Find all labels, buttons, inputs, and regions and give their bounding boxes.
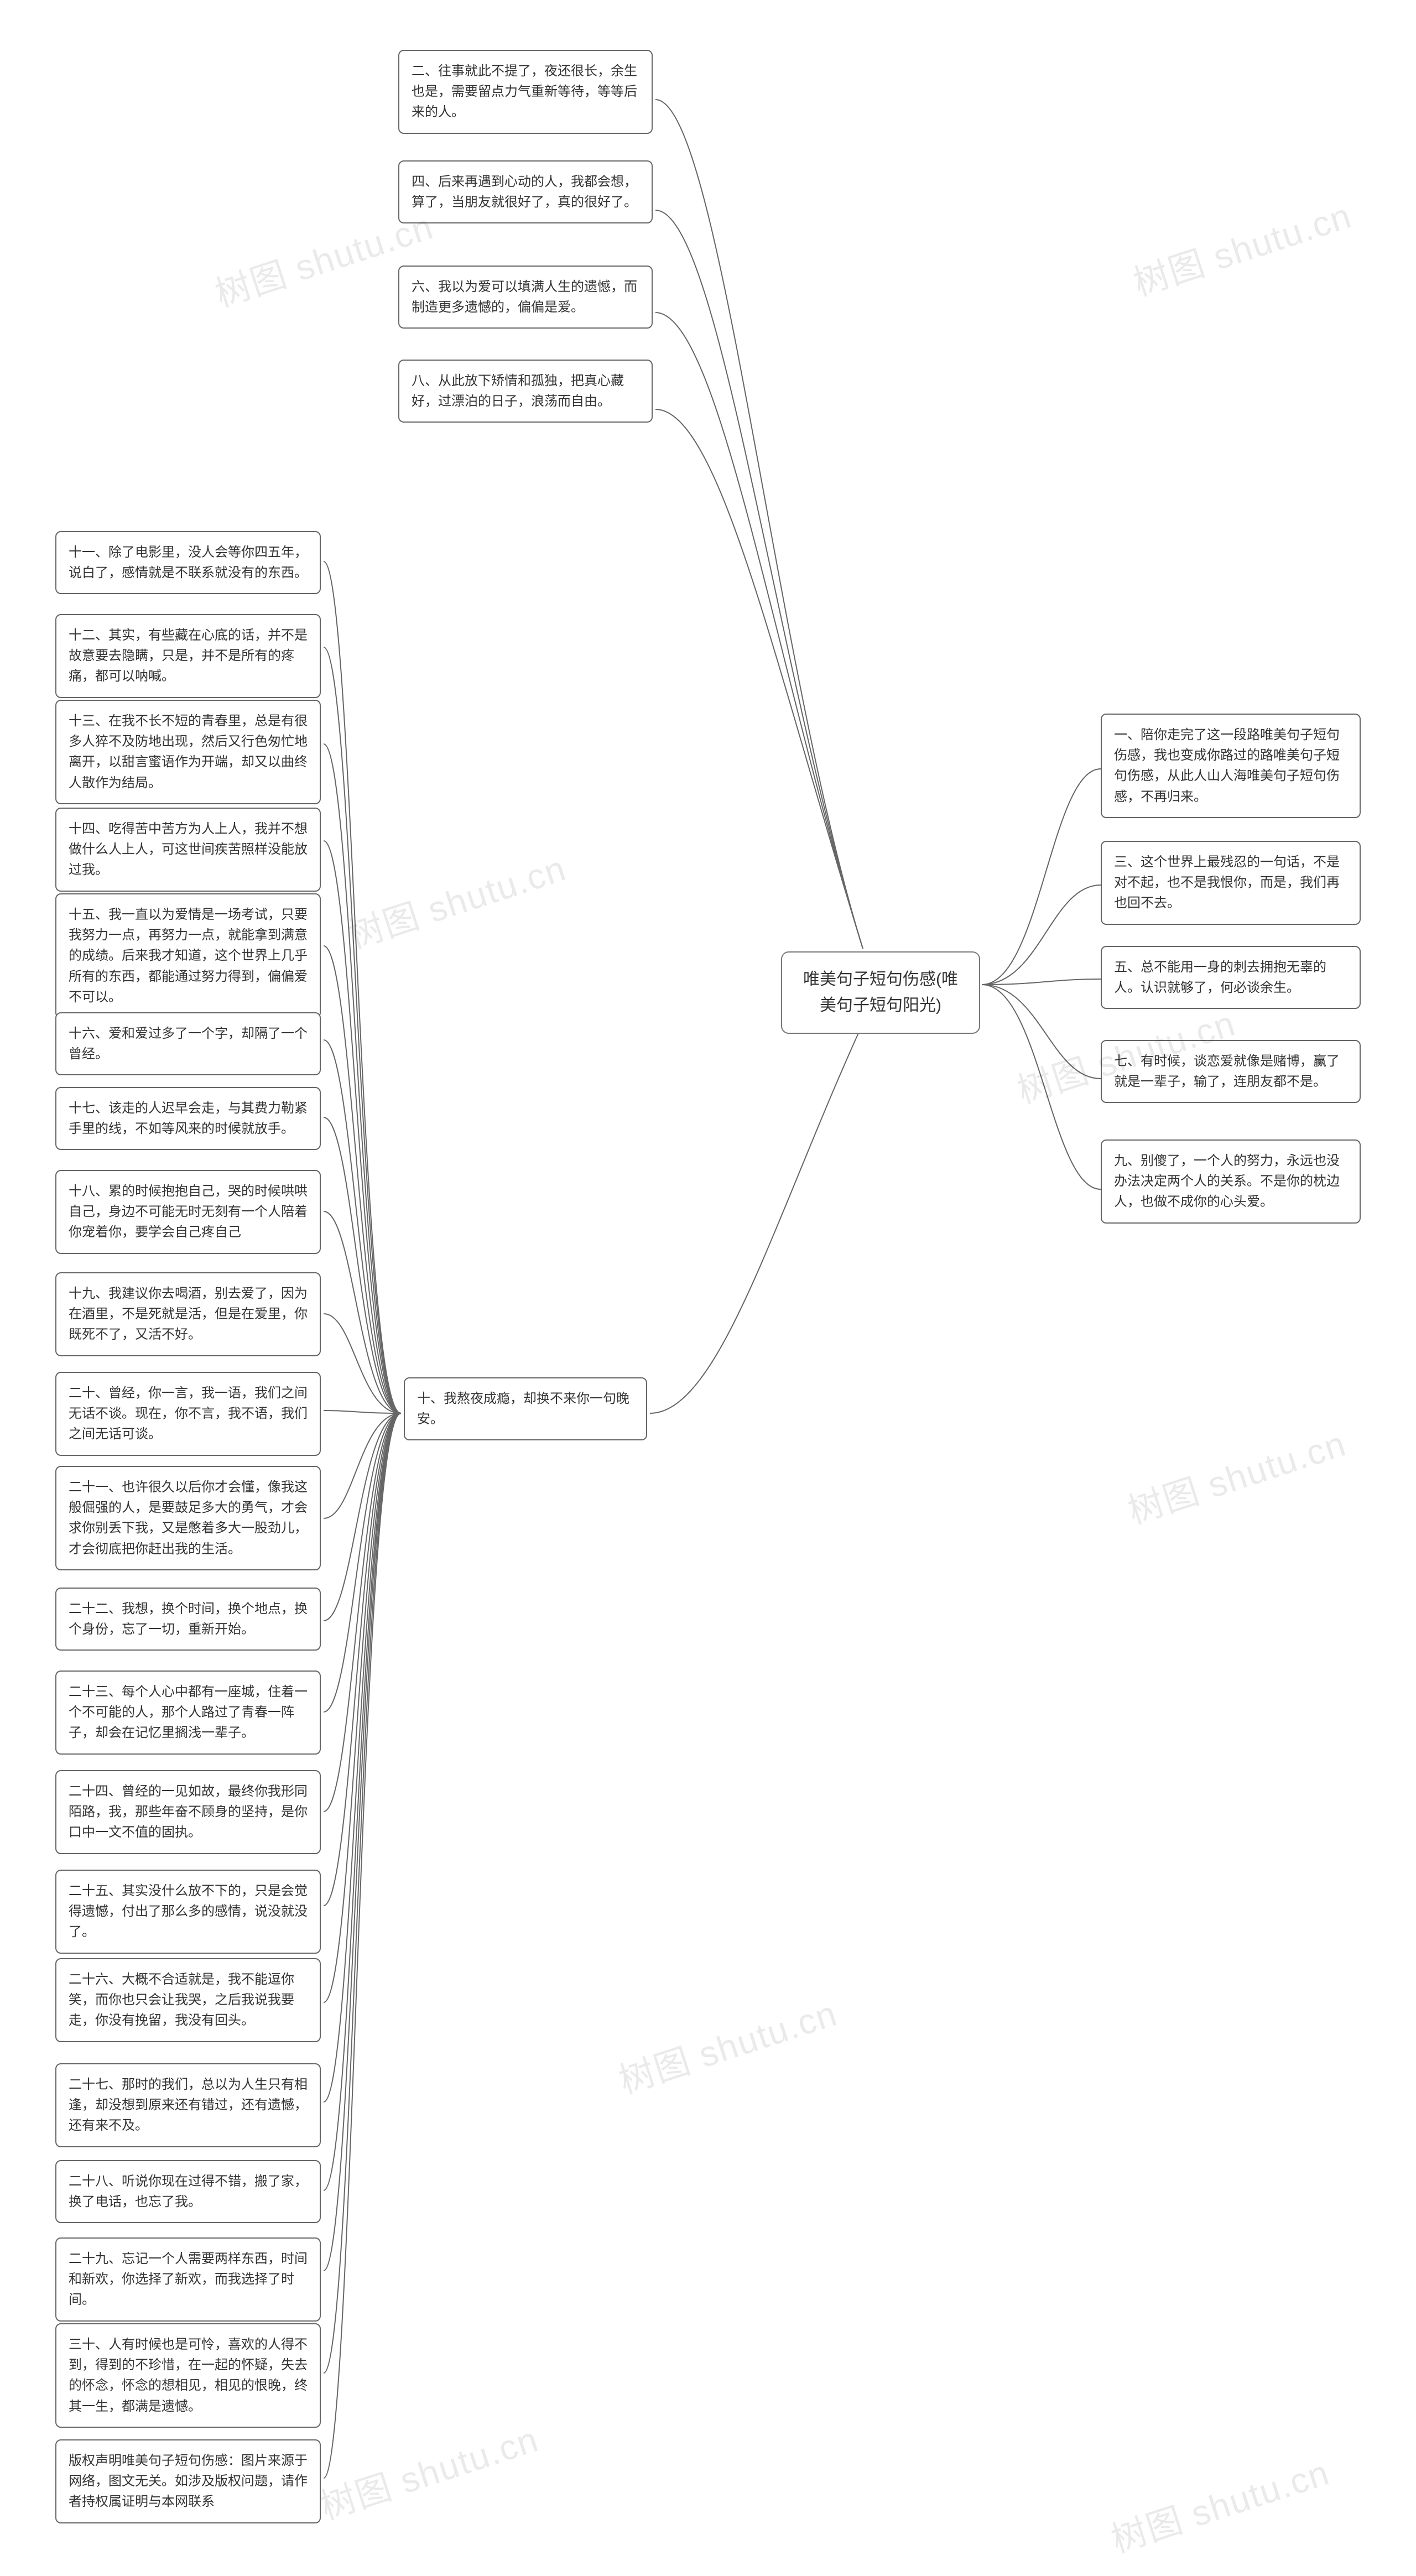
node-text: 十三、在我不长不短的青春里，总是有很多人猝不及防地出现，然后又行色匆忙地离开，以… [69,714,308,790]
node-text: 二十五、其实没什么放不下的，只是会觉得遗憾，付出了那么多的感情，说没就没了。 [69,1883,308,1939]
node-top-8: 八、从此放下矫情和孤独，把真心藏好，过漂泊的日子，浪荡而自由。 [398,360,653,423]
node-text: 十四、吃得苦中苦方为人上人，我并不想做什么人上人，可这世间疾苦照样没能放过我。 [69,821,308,877]
node-text: 二十三、每个人心中都有一座城，住着一个不可能的人，那个人路过了青春一阵子，却会在… [69,1684,308,1740]
center-node: 唯美句子短句伤感(唯美句子短句阳光) [781,951,980,1034]
node-left-11: 十一、除了电影里，没人会等你四五年，说白了，感情就是不联系就没有的东西。 [55,531,321,594]
node-text: 九、别傻了，一个人的努力，永远也没办法决定两个人的关系。不是你的枕边人，也做不成… [1114,1153,1340,1209]
node-left-13: 十三、在我不长不短的青春里，总是有很多人猝不及防地出现，然后又行色匆忙地离开，以… [55,700,321,804]
center-node-text: 唯美句子短句伤感(唯美句子短句阳光) [803,970,958,1014]
node-top-2: 二、往事就此不提了，夜还很长，余生也是，需要留点力气重新等待，等等后来的人。 [398,50,653,134]
node-text: 二十七、那时的我们，总以为人生只有相逢，却没想到原来还有错过，还有遗憾，还有来不… [69,2077,308,2133]
node-text: 七、有时候，谈恋爱就像是赌博，赢了就是一辈子，输了，连朋友都不是。 [1114,1054,1340,1089]
node-right-9: 九、别傻了，一个人的努力，永远也没办法决定两个人的关系。不是你的枕边人，也做不成… [1101,1139,1361,1224]
node-top-6: 六、我以为爱可以填满人生的遗憾，而制造更多遗憾的，偏偏是爱。 [398,266,653,329]
node-text: 二、往事就此不提了，夜还很长，余生也是，需要留点力气重新等待，等等后来的人。 [412,64,637,119]
node-left-26: 二十六、大概不合适就是，我不能逗你笑，而你也只会让我哭，之后我说我要走，你没有挽… [55,1958,321,2042]
node-text: 十九、我建议你去喝酒，别去爱了，因为在酒里，不是死就是活，但是在爱里，你既死不了… [69,1286,308,1342]
node-text: 八、从此放下矫情和孤独，把真心藏好，过漂泊的日子，浪荡而自由。 [412,373,624,409]
node-left-19: 十九、我建议你去喝酒，别去爱了，因为在酒里，不是死就是活，但是在爱里，你既死不了… [55,1272,321,1356]
node-top-4: 四、后来再遇到心动的人，我都会想，算了，当朋友就很好了，真的很好了。 [398,160,653,223]
node-text: 一、陪你走完了这一段路唯美句子短句伤感，我也变成你路过的路唯美句子短句伤感，从此… [1114,727,1340,804]
node-left-15: 十五、我一直以为爱情是一场考试，只要我努力一点，再努力一点，就能拿到满意的成绩。… [55,893,321,1018]
watermark: 树图 shutu.cn [1121,1416,1352,1534]
node-text: 二十四、曾经的一见如故，最终你我形同陌路，我，那些年奋不顾身的坚持，是你口中一文… [69,1784,308,1840]
node-text: 三、这个世界上最残忍的一句话，不是对不起，也不是我恨你，而是，我们再也回不去。 [1114,855,1340,910]
node-left-25: 二十五、其实没什么放不下的，只是会觉得遗憾，付出了那么多的感情，说没就没了。 [55,1870,321,1954]
node-left-16: 十六、爱和爱过多了一个字，却隔了一个曾经。 [55,1012,321,1075]
node-bridge-10: 十、我熬夜成瘾，却换不来你一句晚安。 [404,1377,647,1440]
node-text: 四、后来再遇到心动的人，我都会想，算了，当朋友就很好了，真的很好了。 [412,174,637,210]
node-text: 十五、我一直以为爱情是一场考试，只要我努力一点，再努力一点，就能拿到满意的成绩。… [69,907,308,1005]
node-text: 三十、人有时候也是可怜，喜欢的人得不到，得到的不珍惜，在一起的怀疑，失去的怀念，… [69,2337,308,2414]
node-text: 版权声明唯美句子短句伤感：图片来源于网络，图文无关。如涉及版权问题，请作者持权属… [69,2453,308,2509]
node-text: 二十二、我想，换个时间，换个地点，换个身份，忘了一切，重新开始。 [69,1601,308,1637]
node-text: 十七、该走的人迟早会走，与其费力勒紧手里的线，不如等风来的时候就放手。 [69,1101,308,1136]
node-text: 二十一、也许很久以后你才会懂，像我这般倔强的人，是要鼓足多大的勇气，才会求你别丢… [69,1480,308,1557]
node-left-14: 十四、吃得苦中苦方为人上人，我并不想做什么人上人，可这世间疾苦照样没能放过我。 [55,808,321,892]
watermark: 树图 shutu.cn [1126,188,1357,306]
node-left-20: 二十、曾经，你一言，我一语，我们之间无话不谈。现在，你不言，我不语，我们之间无话… [55,1372,321,1456]
node-text: 二十、曾经，你一言，我一语，我们之间无话不谈。现在，你不言，我不语，我们之间无话… [69,1386,308,1441]
node-left-29: 二十九、忘记一个人需要两样东西，时间和新欢，你选择了新欢，而我选择了时间。 [55,2237,321,2322]
node-text: 五、总不能用一身的刺去拥抱无辜的人。认识就够了，何必谈余生。 [1114,960,1326,995]
node-left-23: 二十三、每个人心中都有一座城，住着一个不可能的人，那个人路过了青春一阵子，却会在… [55,1671,321,1755]
node-text: 十八、累的时候抱抱自己，哭的时候哄哄自己，身边不可能无时无刻有一个人陪着你宠着你… [69,1184,308,1240]
node-text: 十一、除了电影里，没人会等你四五年，说白了，感情就是不联系就没有的东西。 [69,545,308,580]
node-right-3: 三、这个世界上最残忍的一句话，不是对不起，也不是我恨你，而是，我们再也回不去。 [1101,841,1361,925]
watermark: 树图 shutu.cn [612,1985,843,2104]
node-right-1: 一、陪你走完了这一段路唯美句子短句伤感，我也变成你路过的路唯美句子短句伤感，从此… [1101,714,1361,818]
node-text: 十六、爱和爱过多了一个字，却隔了一个曾经。 [69,1026,308,1061]
node-text: 十二、其实，有些藏在心底的话，并不是故意要去隐瞒，只是，并不是所有的疼痛，都可以… [69,628,308,684]
node-left-18: 十八、累的时候抱抱自己，哭的时候哄哄自己，身边不可能无时无刻有一个人陪着你宠着你… [55,1170,321,1254]
node-left-12: 十二、其实，有些藏在心底的话，并不是故意要去隐瞒，只是，并不是所有的疼痛，都可以… [55,614,321,698]
node-text: 二十九、忘记一个人需要两样东西，时间和新欢，你选择了新欢，而我选择了时间。 [69,2251,308,2307]
node-left-27: 二十七、那时的我们，总以为人生只有相逢，却没想到原来还有错过，还有遗憾，还有来不… [55,2063,321,2147]
watermark: 树图 shutu.cn [313,2411,544,2530]
node-right-5: 五、总不能用一身的刺去拥抱无辜的人。认识就够了，何必谈余生。 [1101,946,1361,1009]
node-left-21: 二十一、也许很久以后你才会懂，像我这般倔强的人，是要鼓足多大的勇气，才会求你别丢… [55,1466,321,1570]
node-text: 六、我以为爱可以填满人生的遗憾，而制造更多遗憾的，偏偏是爱。 [412,279,637,315]
node-text: 十、我熬夜成瘾，却换不来你一句晚安。 [417,1391,629,1427]
node-text: 二十八、听说你现在过得不错，搬了家，换了电话，也忘了我。 [69,2174,308,2209]
watermark: 树图 shutu.cn [1104,2444,1335,2563]
node-left-28: 二十八、听说你现在过得不错，搬了家，换了电话，也忘了我。 [55,2160,321,2223]
node-left-17: 十七、该走的人迟早会走，与其费力勒紧手里的线，不如等风来的时候就放手。 [55,1087,321,1150]
node-right-7: 七、有时候，谈恋爱就像是赌博，赢了就是一辈子，输了，连朋友都不是。 [1101,1040,1361,1103]
node-text: 二十六、大概不合适就是，我不能逗你笑，而你也只会让我哭，之后我说我要走，你没有挽… [69,1972,294,2028]
node-left-24: 二十四、曾经的一见如故，最终你我形同陌路，我，那些年奋不顾身的坚持，是你口中一文… [55,1770,321,1854]
node-left-copyright: 版权声明唯美句子短句伤感：图片来源于网络，图文无关。如涉及版权问题，请作者持权属… [55,2439,321,2523]
node-left-30: 三十、人有时候也是可怜，喜欢的人得不到，得到的不珍惜，在一起的怀疑，失去的怀念，… [55,2323,321,2428]
watermark: 树图 shutu.cn [341,840,572,959]
node-left-22: 二十二、我想，换个时间，换个地点，换个身份，忘了一切，重新开始。 [55,1588,321,1651]
